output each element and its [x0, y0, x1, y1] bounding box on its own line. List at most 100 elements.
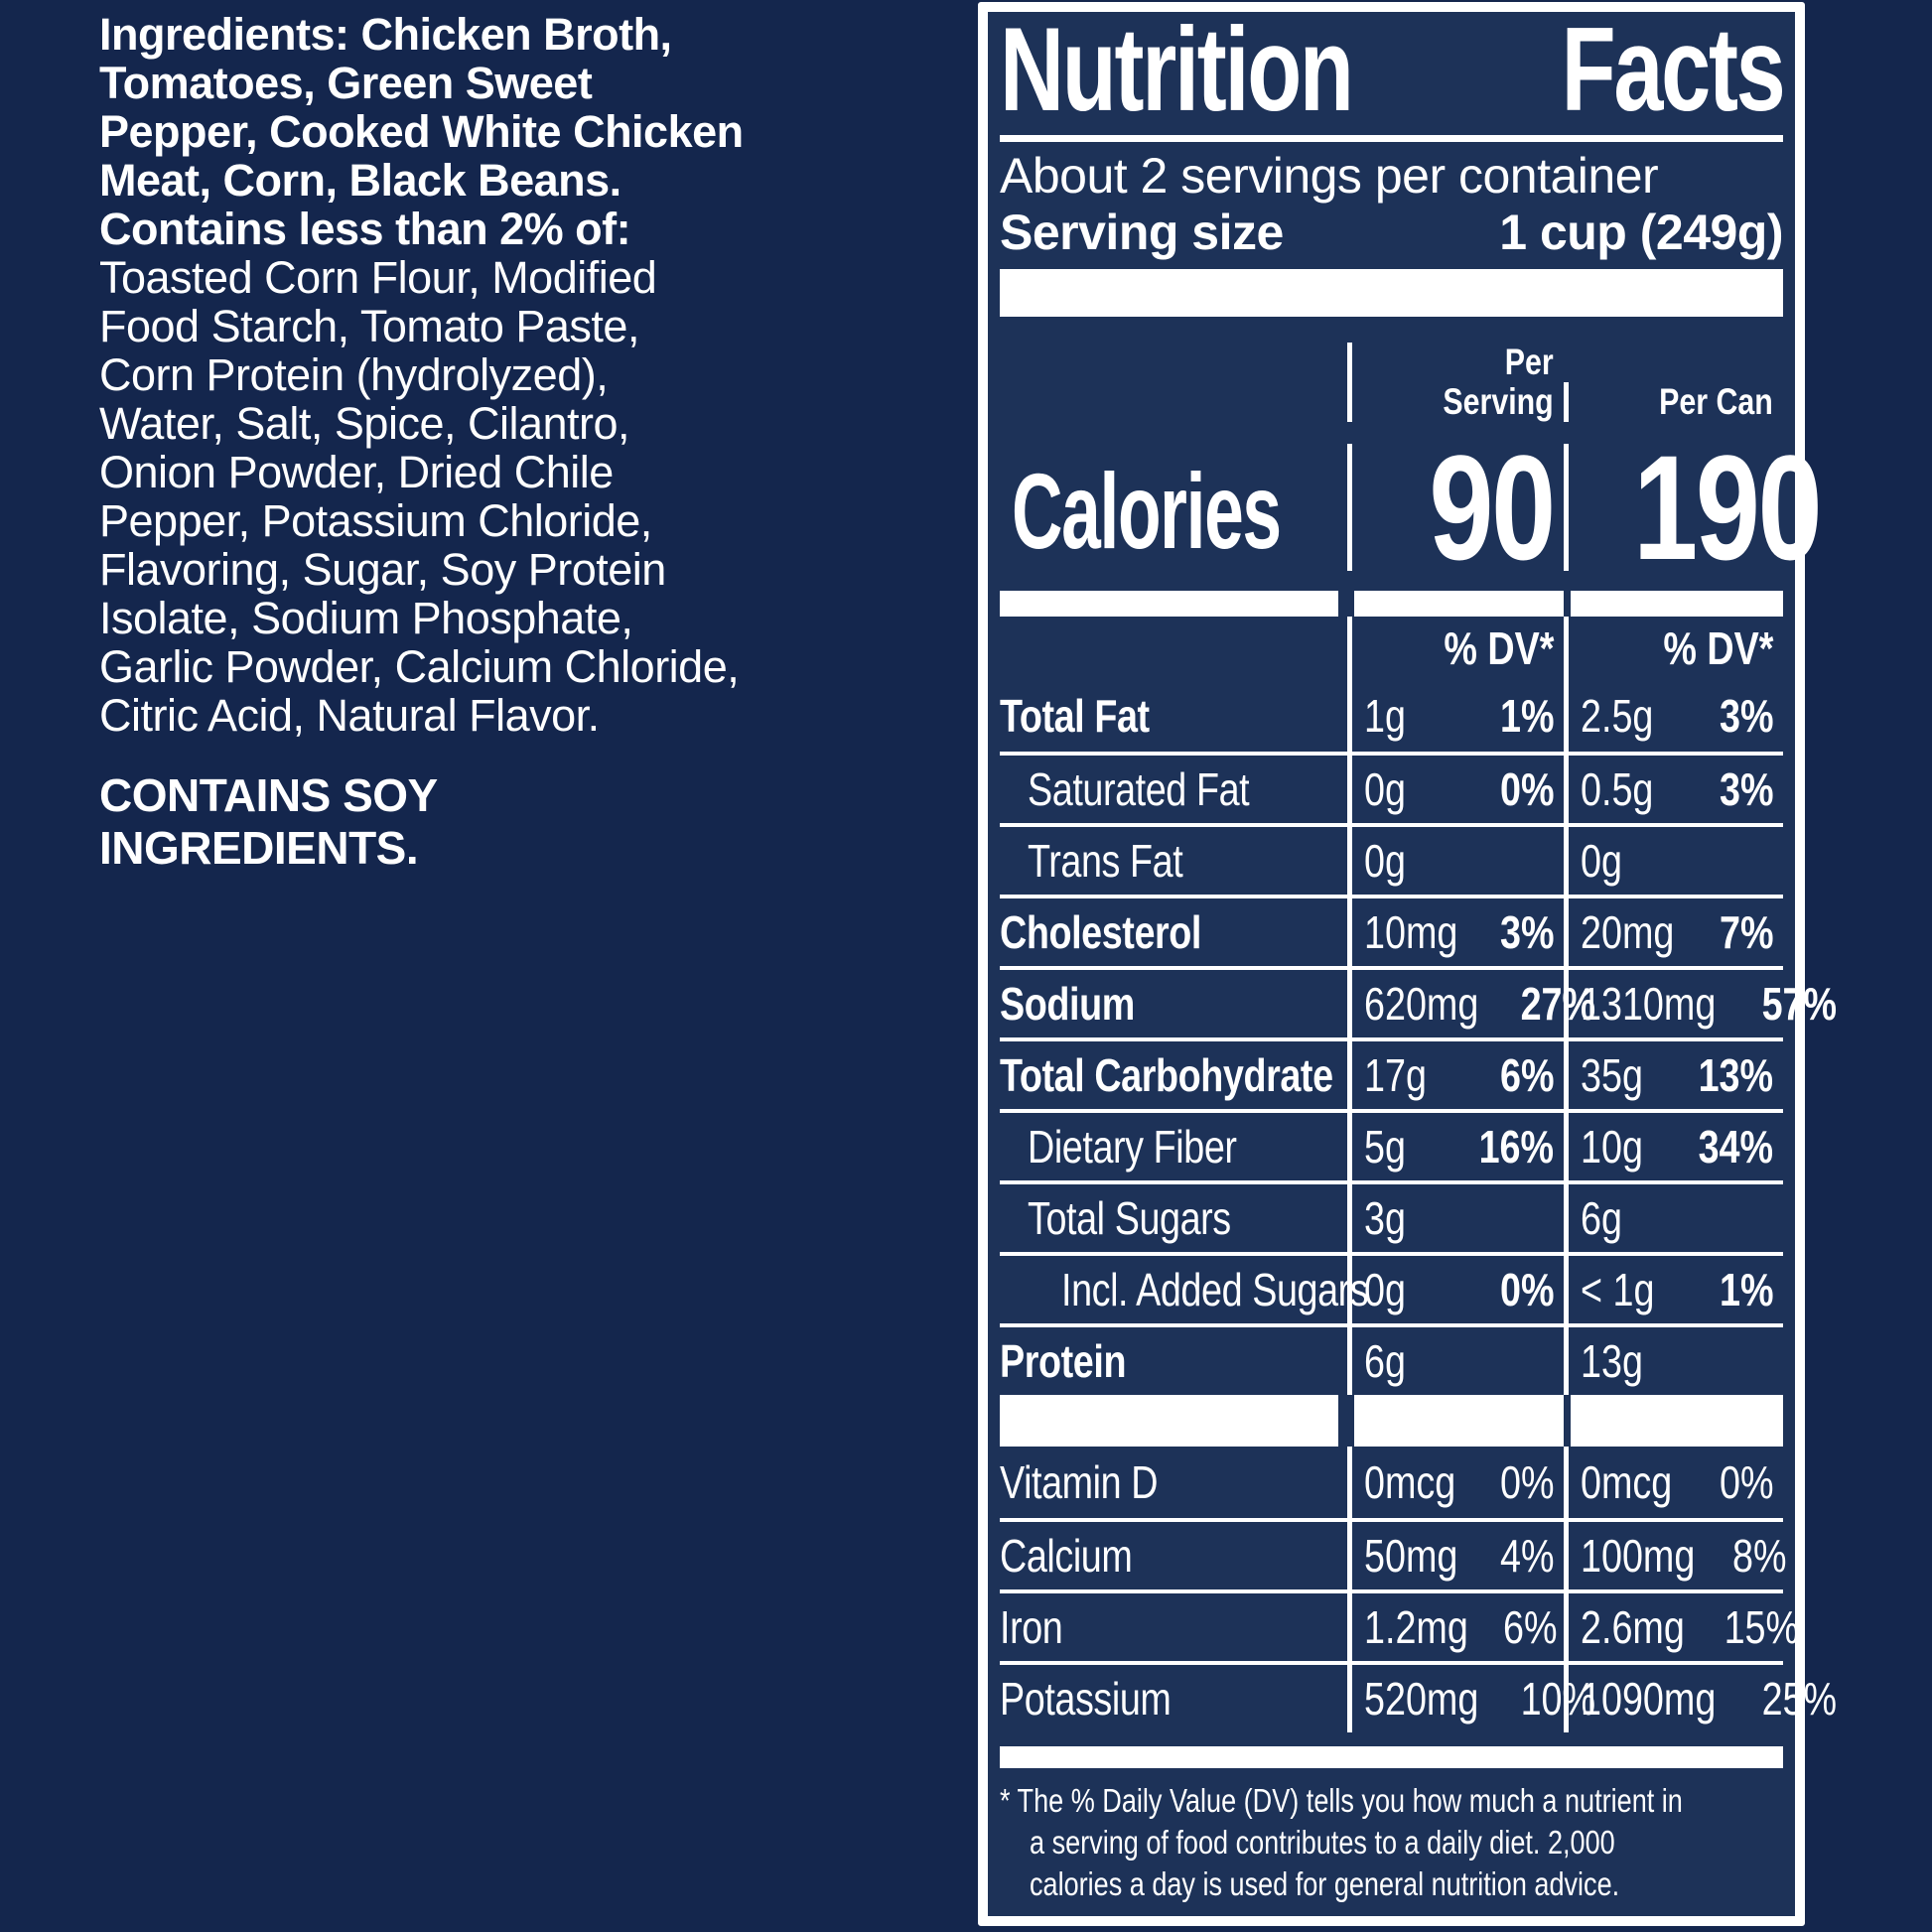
vitamin-dv-serving: 6% [1502, 1601, 1558, 1653]
nutrient-amount-serving: 17g [1364, 1049, 1427, 1101]
allergen-line: CONTAINS SOY [99, 769, 438, 821]
bar-segment [1571, 1395, 1783, 1447]
nutrient-label: Trans Fat [1028, 835, 1183, 887]
bar-segment [1354, 591, 1564, 617]
vitamin-label: Iron [1000, 1601, 1063, 1653]
nutrition-facts-panel: Nutrition Facts About 2 servings per con… [978, 2, 1837, 1926]
ingredient-line: Pepper, Potassium Chloride, [99, 495, 652, 546]
nutrient-row-cholesterol: Cholesterol 10mg 3% 20mg 7% [1000, 895, 1783, 966]
nutrient-amount-can: 0g [1581, 835, 1622, 887]
nutrient-amount-can: < 1g [1581, 1264, 1655, 1315]
dv-header-can: % DV* [1662, 622, 1773, 674]
nutrient-amount-can: 10g [1581, 1121, 1643, 1173]
footnote-line: calories a day is used for general nutri… [1030, 1865, 1620, 1902]
nutrient-label: Protein [1000, 1335, 1127, 1387]
column-header-per-serving: Per Serving [1347, 343, 1564, 422]
nutrient-amount-serving: 6g [1364, 1335, 1406, 1387]
nutrient-amount-serving: 1g [1364, 690, 1406, 742]
divider-bar [1000, 269, 1783, 317]
title-word-facts: Facts [1561, 3, 1785, 136]
dv-header-can-cell: % DV* [1564, 617, 1783, 680]
vitamin-amount-serving: 0mcg [1364, 1456, 1456, 1508]
nutrient-label: Dietary Fiber [1028, 1121, 1237, 1173]
daily-value-header-row: % DV* % DV* [1000, 617, 1783, 680]
nutrient-dv-can: 3% [1719, 763, 1773, 815]
nutrient-dv-serving: 1% [1499, 690, 1554, 742]
allergen-line: INGREDIENTS. [99, 822, 419, 874]
ingredient-line: Ingredients: Chicken Broth, [99, 9, 672, 60]
nutrient-amount-can: 35g [1581, 1049, 1643, 1101]
vitamin-dv-serving: 10% [1520, 1673, 1595, 1725]
ingredient-line: Isolate, Sodium Phosphate, [99, 593, 633, 643]
vitamin-amount-can: 0mcg [1581, 1456, 1673, 1508]
nutrient-dv-can: 57% [1761, 978, 1838, 1030]
vitamin-dv-can: 8% [1731, 1530, 1787, 1582]
ingredient-line: Food Starch, Tomato Paste, [99, 301, 639, 351]
vitamin-label: Vitamin D [1000, 1456, 1159, 1508]
nutrient-amount-serving: 10mg [1364, 906, 1458, 958]
per-serving-header-line2: Serving [1443, 381, 1554, 422]
daily-value-footnote: * The % Daily Value (DV) tells you how m… [1000, 1780, 1783, 1905]
vitamin-dv-serving: 0% [1499, 1456, 1554, 1508]
divider-bar-segmented [1000, 1395, 1783, 1447]
bar-segment [1000, 1395, 1338, 1447]
ingredient-line: Onion Powder, Dried Chile [99, 447, 614, 497]
calories-per-serving-value: 90 [1429, 424, 1557, 591]
footnote-line: a serving of food contributes to a daily… [1030, 1824, 1615, 1861]
footnote-line: * The % Daily Value (DV) tells you how m… [1000, 1782, 1683, 1819]
serving-size-label: Serving size [1000, 205, 1284, 260]
vitamin-amount-can: 1090mg [1581, 1673, 1717, 1725]
ingredient-line: Water, Salt, Spice, Cilantro, [99, 398, 630, 449]
vitamin-dv-can: 15% [1724, 1601, 1799, 1653]
nutrient-amount-can: 0.5g [1581, 763, 1654, 815]
nutrient-amount-can: 2.5g [1581, 690, 1654, 742]
nutrient-row-total-carbohydrate: Total Carbohydrate 17g 6% 35g 13% [1000, 1037, 1783, 1109]
nutrient-label: Incl. Added Sugars [1061, 1264, 1369, 1315]
nutrient-dv-can: 3% [1719, 690, 1773, 742]
calories-label-cell: Calories [1000, 456, 1347, 571]
nutrient-label: Total Carbohydrate [1000, 1049, 1333, 1101]
per-can-header-text: Per Can [1659, 381, 1773, 422]
bar-segment [1571, 591, 1783, 617]
nutrient-amount-serving: 3g [1364, 1192, 1406, 1244]
nutrient-dv-serving: 6% [1499, 1049, 1554, 1101]
nutrient-label: Total Sugars [1028, 1192, 1231, 1244]
nutrient-label: Saturated Fat [1028, 763, 1250, 815]
nutrient-dv-can: 13% [1698, 1049, 1773, 1101]
nutrient-row-trans-fat: Trans Fat 0g 0g [1000, 823, 1783, 895]
vitamin-dv-can: 0% [1719, 1456, 1773, 1508]
nutrient-label: Sodium [1000, 978, 1135, 1030]
vitamin-amount-can: 2.6mg [1581, 1601, 1685, 1653]
calories-section: Per Serving Per Can Calories 90 190 [1000, 331, 1823, 591]
calories-label: Calories [1012, 451, 1282, 571]
calories-per-can-cell: 190 [1564, 433, 1823, 582]
ingredients-section: Ingredients: Chicken Broth, Tomatoes, Gr… [99, 10, 854, 875]
nutrient-row-total-sugars: Total Sugars 3g 6g [1000, 1180, 1783, 1252]
vitamin-row-calcium: Calcium 50mg 4% 100mg 8% [1000, 1518, 1786, 1589]
nutrient-amount-serving: 0g [1364, 763, 1406, 815]
vitamin-dv-serving: 4% [1499, 1530, 1554, 1582]
bar-segment [1354, 1395, 1564, 1447]
vitamin-row-iron: Iron 1.2mg 6% 2.6mg 15% [1000, 1589, 1799, 1661]
nutrient-dv-serving: 0% [1499, 1264, 1554, 1315]
nutrient-label: Total Fat [1000, 690, 1150, 742]
dv-header-spacer [1000, 617, 1347, 680]
serving-size-row: Serving size 1 cup (249g) [1000, 204, 1783, 261]
nutrient-row-sodium: Sodium 620mg 27% 1310mg 57% [1000, 966, 1837, 1037]
nutrient-amount-can: 1310mg [1581, 978, 1717, 1030]
ingredient-line: Contains less than 2% of: [99, 204, 631, 254]
ingredient-line: Citric Acid, Natural Flavor. [99, 690, 600, 741]
nutrient-amount-serving: 0g [1364, 1264, 1406, 1315]
nutrient-dv-can: 34% [1698, 1121, 1773, 1173]
vitamin-label: Calcium [1000, 1530, 1133, 1582]
serving-size-value: 1 cup (249g) [1499, 205, 1783, 260]
nutrient-row-saturated-fat: Saturated Fat 0g 0% 0.5g 3% [1000, 752, 1783, 823]
ingredient-line: Pepper, Cooked White Chicken [99, 106, 744, 157]
nutrient-dv-can: 7% [1719, 906, 1773, 958]
nutrition-facts-title: Nutrition Facts [1000, 3, 1785, 136]
column-header-per-can: Per Can [1564, 382, 1783, 422]
title-rule [1000, 135, 1783, 142]
nutrient-row-protein: Protein 6g 13g [1000, 1323, 1783, 1395]
bar-segment [1000, 591, 1338, 617]
